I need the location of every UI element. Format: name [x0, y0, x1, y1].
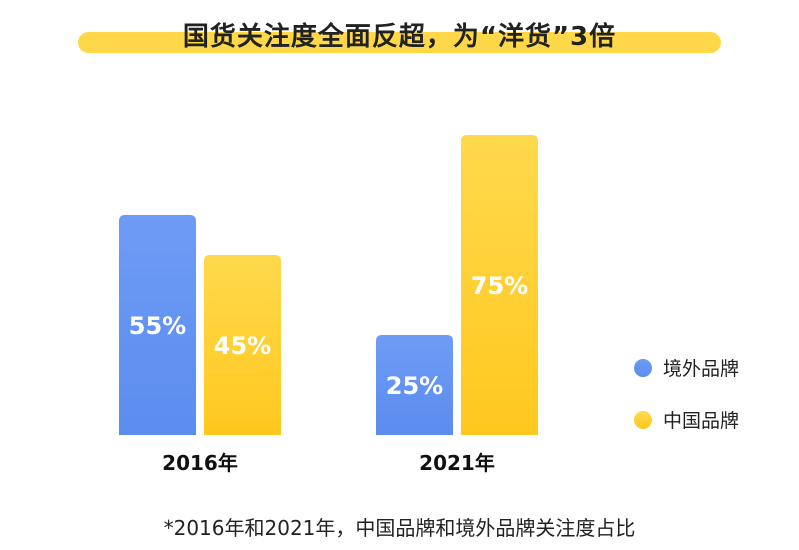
legend-marker-overseas [634, 359, 652, 377]
data-label-china-2016: 45% [214, 332, 271, 360]
legend-marker-china [634, 411, 652, 429]
chart-title: 国货关注度全面反超，为“洋货”3倍 [182, 22, 617, 52]
chart-footnote: *2016年和2021年，中国品牌和境外品牌关注度占比 [163, 516, 636, 540]
bar-china-2021 [461, 135, 538, 435]
title-highlight-bar [78, 32, 721, 53]
bars-layer [119, 135, 538, 435]
category-label-2016: 2016年 [162, 451, 238, 475]
data-label-china-2021: 75% [471, 272, 528, 300]
bar-china-2016 [204, 255, 281, 435]
data-label-overseas-2016: 55% [129, 312, 186, 340]
legend-label-overseas: 境外品牌 [663, 358, 739, 380]
data-label-overseas-2021: 25% [386, 372, 443, 400]
legend-label-china: 中国品牌 [663, 410, 739, 432]
labels-layer: 55% 45% 2016年 25% 75% 2021年 [129, 272, 528, 475]
category-label-2021: 2021年 [419, 451, 495, 475]
bar-overseas-2021 [376, 335, 453, 435]
bar-overseas-2016 [119, 215, 196, 435]
